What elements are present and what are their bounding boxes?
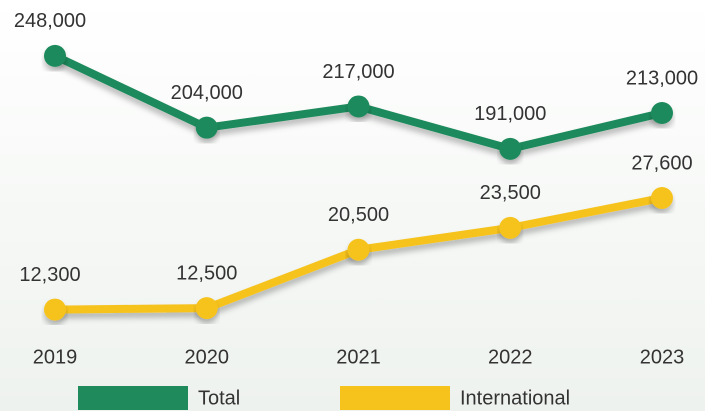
legend-swatch: [78, 386, 188, 410]
data-point: [195, 116, 218, 139]
x-tick-label: 2023: [640, 346, 685, 368]
data-point: [44, 44, 66, 67]
data-label: 191,000: [474, 103, 546, 125]
data-point: [195, 297, 218, 320]
data-label: 217,000: [322, 61, 394, 83]
data-label: 12,300: [19, 264, 80, 286]
data-point: [651, 186, 673, 209]
data-label: 204,000: [171, 82, 243, 104]
data-label: 213,000: [626, 67, 698, 89]
data-label: 248,000: [14, 10, 86, 32]
legend-label: Total: [198, 387, 240, 409]
legend-swatch: [340, 386, 450, 410]
data-point: [44, 298, 66, 321]
legend-label: International: [460, 387, 570, 409]
x-tick-label: 2021: [336, 346, 381, 368]
data-point: [347, 238, 370, 261]
data-point: [651, 102, 673, 124]
x-tick-label: 2022: [488, 346, 533, 368]
data-label: 23,500: [480, 182, 541, 204]
data-point: [499, 137, 522, 160]
data-point: [499, 216, 522, 239]
data-label: 12,500: [176, 262, 237, 284]
x-tick-label: 2019: [33, 346, 78, 368]
x-tick-label: 2020: [185, 346, 230, 368]
data-label: 20,500: [328, 204, 389, 226]
data-label: 27,600: [631, 152, 692, 174]
data-point: [347, 95, 370, 118]
